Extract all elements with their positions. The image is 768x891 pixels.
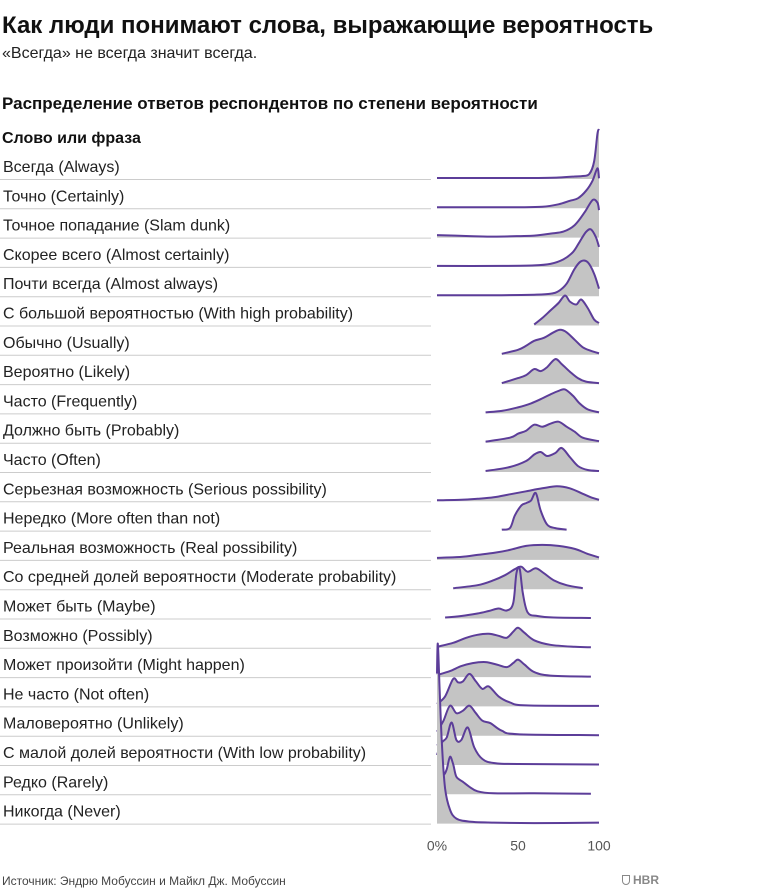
x-tick-label: 100 [587, 838, 611, 854]
row-label: Всегда (Always) [3, 159, 120, 176]
hbr-logo: HBR [622, 873, 659, 887]
ridge-area [501, 492, 567, 531]
ridge-area [437, 659, 591, 678]
ridge-line [501, 328, 600, 355]
row-label: Никогда (Never) [3, 804, 121, 821]
ridge-line [436, 642, 600, 825]
ridge-row: Не часто (Not often) [0, 672, 600, 708]
row-label: Маловероятно (Unlikely) [3, 716, 184, 733]
row-label: Нередко (More often than not) [3, 511, 220, 528]
ridge-row: Обычно (Usually) [0, 328, 600, 356]
row-label: Обычно (Usually) [3, 335, 130, 352]
ridge-area [501, 359, 599, 385]
ridge-row: С малой долей вероятности (With low prob… [0, 721, 600, 766]
ridge-area [437, 544, 599, 560]
ridge-line [485, 446, 600, 472]
ridge-row: Со средней долей вероятности (Moderate p… [0, 565, 583, 591]
x-tick-label: 0% [427, 838, 447, 854]
row-label: Может быть (Maybe) [3, 599, 156, 616]
ridge-row: Реальная возможность (Real possibility) [0, 540, 600, 561]
row-label: Вероятно (Likely) [3, 364, 130, 381]
ridge-line [485, 420, 600, 443]
ridge-line [436, 198, 600, 238]
ridge-row: Скорее всего (Almost certainly) [0, 228, 600, 268]
ridge-area [534, 295, 599, 326]
row-label: Редко (Rarely) [3, 774, 108, 791]
ridge-area [437, 168, 599, 209]
shield-icon [622, 875, 630, 885]
ridge-row: Точно (Certainly) [0, 167, 600, 210]
ridge-area [437, 744, 591, 795]
ridge-area [501, 329, 599, 355]
ridge-line [453, 565, 583, 590]
ridge-area [437, 673, 599, 707]
ridge-row: С большой вероятностью (With high probab… [0, 294, 600, 327]
ridge-line [436, 543, 600, 559]
row-label: Возможно (Possibly) [3, 628, 153, 645]
ridge-line [437, 167, 600, 209]
source-note: Источник: Эндрю Мобуссин и Майкл Дж. Моб… [2, 874, 286, 888]
row-label: Точно (Certainly) [3, 188, 124, 205]
ridge-area [437, 260, 599, 297]
ridge-area [437, 199, 599, 238]
ridge-row: Возможно (Possibly) [0, 626, 591, 649]
ridge-line [436, 658, 591, 678]
ridge-line [445, 566, 591, 619]
row-label: Реальная возможность (Real possibility) [3, 540, 297, 557]
ridge-area [445, 567, 591, 619]
row-label: Не часто (Not often) [3, 686, 149, 703]
ridge-line [485, 388, 600, 414]
logo-text: HBR [633, 873, 659, 887]
row-label: Скорее всего (Almost certainly) [3, 247, 229, 264]
x-tick-label: 50 [510, 838, 526, 854]
page-subtitle: «Всегда» не всегда значит всегда. [2, 45, 258, 62]
chart-title: Распределение ответов респондентов по ст… [2, 94, 538, 113]
row-label: Должно быть (Probably) [3, 423, 179, 440]
ridge-row: Вероятно (Likely) [0, 358, 600, 386]
row-label: Точное попадание (Slam dunk) [3, 218, 230, 235]
row-label: С малой долей вероятности (With low prob… [3, 745, 366, 762]
ridge-line [436, 721, 600, 766]
row-label: Часто (Frequently) [3, 393, 137, 410]
ridge-line [436, 704, 600, 737]
ridge-line [436, 485, 600, 502]
ridge-area [485, 389, 599, 414]
ridge-row: Маловероятно (Unlikely) [0, 704, 600, 737]
ridge-line [501, 491, 567, 531]
row-label: Почти всегда (Almost always) [3, 276, 218, 293]
row-label: Серьезная возможность (Serious possibili… [3, 481, 327, 498]
row-label: Часто (Often) [3, 452, 101, 469]
ridge-row: Серьезная возможность (Serious possibili… [0, 481, 600, 503]
row-label: Может произойти (Might happen) [3, 657, 245, 674]
ridge-area [485, 421, 599, 443]
ridge-line [533, 294, 600, 326]
page-title: Как люди понимают слова, выражающие веро… [2, 12, 654, 39]
ridgeline-chart: Всегда (Always) Точно (Certainly) Точное п… [0, 128, 611, 854]
ridge-row: Точное попадание (Slam dunk) [0, 198, 600, 239]
ridge-row: Никогда (Never) [0, 642, 600, 825]
ridge-area [437, 705, 599, 736]
ridge-row: Может произойти (Might happen) [0, 657, 591, 679]
ridge-line [436, 228, 600, 267]
ridge-area [437, 627, 591, 648]
ridge-row: Нередко (More often than not) [0, 491, 567, 532]
ridge-row: Часто (Often) [0, 446, 600, 473]
ridge-area [437, 129, 599, 179]
ridge-line [436, 259, 600, 297]
row-label: С большой вероятностью (With high probab… [3, 306, 353, 323]
ridge-line [436, 672, 600, 707]
ridge-line [501, 358, 600, 385]
row-label: Со средней долей вероятности (Moderate p… [3, 569, 396, 586]
ridge-line [436, 626, 591, 649]
ridge-row: Должно быть (Probably) [0, 420, 600, 444]
category-column-header: Слово или фраза [2, 130, 141, 147]
ridge-row: Может быть (Maybe) [0, 566, 591, 620]
ridge-row: Часто (Frequently) [0, 388, 600, 415]
ridge-row: Всегда (Always) [0, 128, 600, 180]
ridge-row: Почти всегда (Almost always) [0, 259, 600, 298]
ridge-line [437, 128, 600, 180]
